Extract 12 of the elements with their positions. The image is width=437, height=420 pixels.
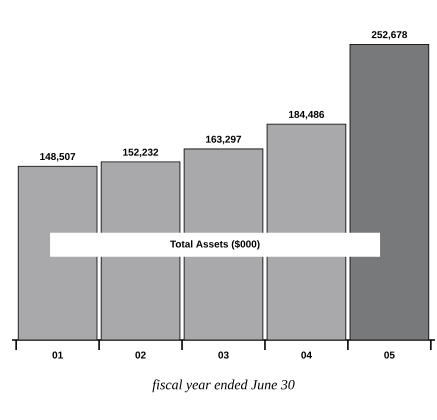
text: Total Assets ($000) [170,240,260,250]
data-label: 152,232 [123,148,158,158]
x-tick-label: 02 [135,352,146,359]
data-label: 184,486 [289,110,324,120]
x-tick-label: 05 [384,352,395,359]
x-tick-label: 01 [52,352,63,359]
data-label: 163,297 [206,136,242,144]
x-axis-title: fiscal year ended June 30 [152,379,295,392]
x-tick-label: 03 [218,352,229,359]
data-label: 148,507 [40,153,76,162]
x-tick-label: 04 [301,352,312,359]
data-label: 252,678 [372,31,408,40]
